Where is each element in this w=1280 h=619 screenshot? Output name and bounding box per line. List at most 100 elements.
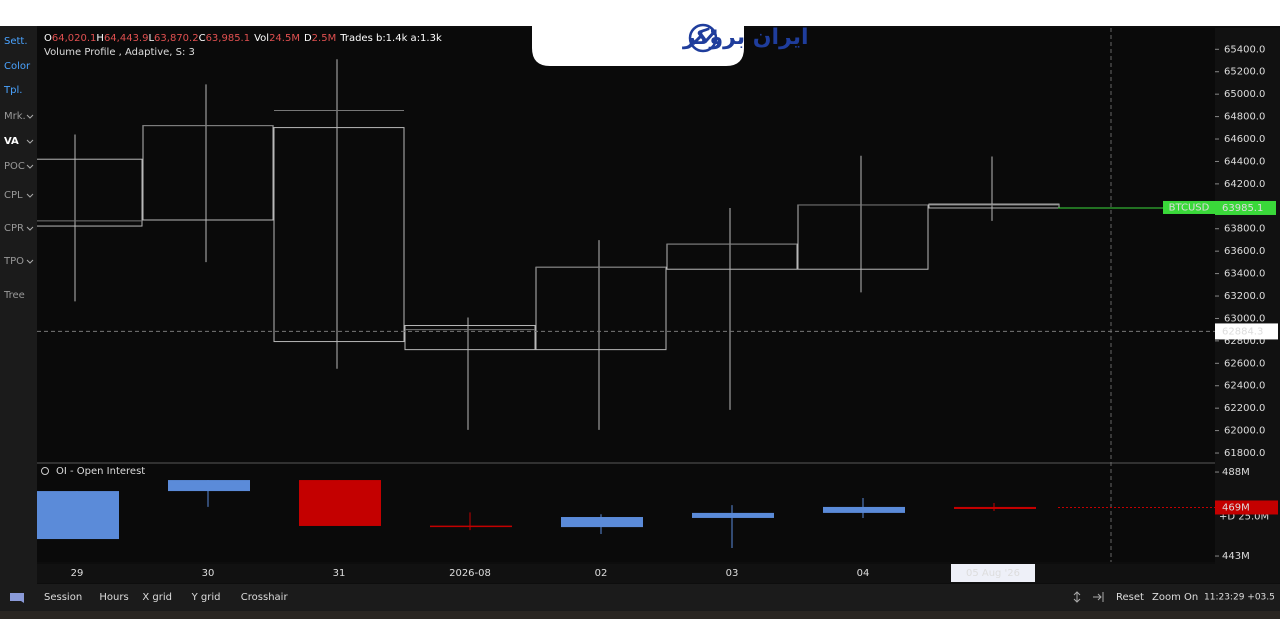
oi-title: OI - Open Interest xyxy=(56,466,145,477)
x-tick-label: 2026-08 xyxy=(449,568,491,579)
sidebar-item[interactable]: Tpl. xyxy=(3,85,22,96)
legend-part: Trades b:1.4k a:1.3k xyxy=(339,33,442,44)
time-axis xyxy=(37,564,1280,583)
toolbar-button[interactable]: Session xyxy=(44,592,82,603)
y-tick-label: 62200.0 xyxy=(1224,403,1265,414)
y-tick-label: 62600.0 xyxy=(1224,358,1265,369)
toolbar-button[interactable]: Hours xyxy=(99,592,128,603)
x-tick-label: 02 xyxy=(595,568,608,579)
value-area xyxy=(404,325,536,351)
legend-part: 64,020.1 xyxy=(52,33,97,44)
toolbar-right: 11:23:29 +03.5 xyxy=(1204,593,1275,603)
oi-last-label: 469M xyxy=(1222,502,1250,513)
legend-part: 63,985.1 xyxy=(206,33,251,44)
sidebar xyxy=(0,26,37,584)
legend-part: C xyxy=(199,33,206,44)
candle-body xyxy=(823,506,905,513)
candle-body xyxy=(37,491,119,540)
logo-badge xyxy=(532,0,744,66)
value-area xyxy=(928,203,1060,209)
y-tick-label: 62000.0 xyxy=(1224,426,1265,437)
dropdown-arrow xyxy=(26,226,34,231)
indicator-label: Volume Profile , Adaptive, S: 3 xyxy=(44,47,195,58)
sidebar-item[interactable]: Sett. xyxy=(4,36,28,47)
plot-area xyxy=(37,59,1060,548)
symbol-tag xyxy=(1163,200,1215,214)
last-price-tag xyxy=(1215,200,1276,215)
y-tick-label: 64600.0 xyxy=(1224,134,1265,145)
crosshair-date-tag xyxy=(951,564,1035,582)
sidebar-item[interactable]: CPR xyxy=(4,223,24,234)
legend-part: 2.5M xyxy=(312,33,337,44)
y-tick-label: 64800.0 xyxy=(1224,112,1265,123)
y-tick-label: 65000.0 xyxy=(1224,89,1265,100)
toolbar-button[interactable]: Y grid xyxy=(191,592,221,603)
x-tick-label: 29 xyxy=(71,568,84,579)
candle-body xyxy=(430,525,512,528)
sidebar-item[interactable]: POC xyxy=(4,161,25,172)
legend-part: O xyxy=(44,33,52,44)
crosshair-tag xyxy=(1215,323,1278,340)
toolbar-button[interactable]: X grid xyxy=(142,592,172,603)
dropdown-arrow xyxy=(26,193,34,198)
dropdown-arrow xyxy=(26,139,34,144)
y-tick-label: 64200.0 xyxy=(1224,179,1265,190)
sidebar-item[interactable]: VA xyxy=(4,136,19,147)
dropdown-arrow xyxy=(26,259,34,264)
value-area xyxy=(273,127,405,343)
logo-text: ایران بروکر xyxy=(682,25,809,50)
bottom-toolbar xyxy=(0,584,1280,611)
y-tick-label: 61800.0 xyxy=(1224,448,1265,459)
ohlc-legend: O64,020.1H64,443.9L63,870.2C63,985.1 Vol2… xyxy=(44,33,442,44)
y-tick-label: 64400.0 xyxy=(1224,156,1265,167)
value-area xyxy=(37,158,143,227)
candle-body xyxy=(954,506,1036,509)
sidebar-item[interactable]: TPO xyxy=(3,256,24,267)
y-tick-label: 63600.0 xyxy=(1224,246,1265,257)
price-axis xyxy=(1215,28,1280,564)
x-tick-label: 31 xyxy=(333,568,346,579)
dropdown-arrow xyxy=(26,114,34,119)
y-tick-label: 63000.0 xyxy=(1224,313,1265,324)
x-tick-label: 04 xyxy=(857,568,870,579)
discord-icon[interactable] xyxy=(10,593,24,603)
sidebar-item[interactable]: Color xyxy=(4,61,31,72)
bottom-strip xyxy=(0,611,1280,619)
y-tick-label: 63800.0 xyxy=(1224,224,1265,235)
toolbar-right[interactable]: Reset xyxy=(1116,592,1144,603)
legend-part: L xyxy=(148,33,154,44)
oi-last-tag xyxy=(1215,500,1278,515)
y-tick-label: 65400.0 xyxy=(1224,44,1265,55)
y-tick-label: 63400.0 xyxy=(1224,269,1265,280)
oi-delta: +D 25.0M xyxy=(1219,511,1269,522)
x-tick-label: 30 xyxy=(202,568,215,579)
toolbar-icons[interactable] xyxy=(1073,591,1104,603)
last-price-label: 63985.1 xyxy=(1222,203,1263,214)
oi-pane xyxy=(37,464,1215,562)
y-tick-label: 62800.0 xyxy=(1224,336,1265,347)
y-tick-label: 62400.0 xyxy=(1224,381,1265,392)
sidebar-item[interactable]: Tree xyxy=(3,290,25,301)
legend-part: D xyxy=(304,33,312,44)
toolbar-right[interactable]: Zoom On xyxy=(1152,592,1198,603)
settings-icon[interactable] xyxy=(41,467,49,475)
candle-body xyxy=(561,517,643,528)
y-tick-label: 488M xyxy=(1222,467,1250,478)
sidebar-item[interactable]: CPL xyxy=(4,190,23,201)
price-pane xyxy=(37,28,1215,462)
candle-body xyxy=(692,512,774,518)
legend-part: 24.5M xyxy=(269,33,300,44)
crosshair-date: 05 Aug '26 xyxy=(966,568,1020,579)
crosshair-price: 62884.3 xyxy=(1222,326,1263,337)
candle-body xyxy=(168,480,250,492)
candle-body xyxy=(299,480,381,526)
legend-part: H xyxy=(96,33,104,44)
x-tick-label: 03 xyxy=(726,568,739,579)
logo-ring xyxy=(688,23,718,53)
sidebar-item[interactable]: Mrk. xyxy=(4,111,26,122)
toolbar-button[interactable]: Crosshair xyxy=(241,592,289,603)
y-tick-label: 65200.0 xyxy=(1224,67,1265,78)
y-tick-label: 63200.0 xyxy=(1224,291,1265,302)
y-tick-label: 443M xyxy=(1222,551,1250,562)
